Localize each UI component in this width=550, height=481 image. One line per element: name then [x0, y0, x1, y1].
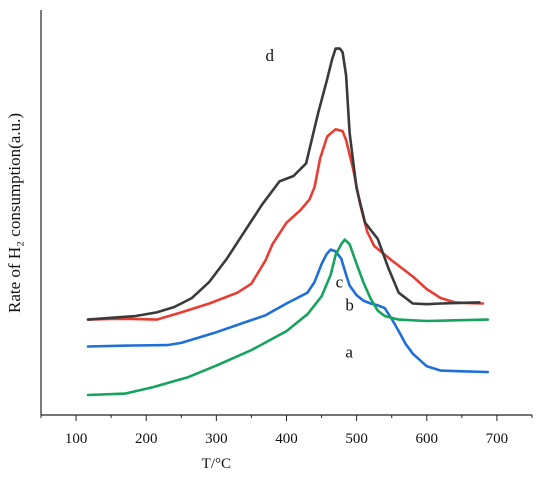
- series-line-a: [86, 248, 490, 374]
- x-tick-label: 500: [345, 431, 368, 447]
- x-tick-label: 200: [135, 431, 158, 447]
- series-labels: a bc d: [265, 46, 353, 361]
- x-axis-title: T/°C: [202, 456, 231, 472]
- series-line-b: [86, 238, 490, 397]
- x-tick-label: 600: [416, 431, 439, 447]
- series-label-b: b: [345, 296, 354, 315]
- series-line-d: [86, 47, 481, 321]
- x-ticks: 100 200 300 400 500 600 700: [40, 415, 533, 447]
- series-label-a: a: [345, 342, 353, 361]
- x-tick-label: 400: [275, 431, 298, 447]
- series-label-c: c: [336, 272, 344, 291]
- x-tick-label: 100: [65, 431, 88, 447]
- x-tick-label: 700: [486, 431, 509, 447]
- plot-lines: [86, 47, 490, 397]
- series-label-d: d: [265, 46, 274, 65]
- series-line-c: [86, 128, 485, 321]
- y-axis-title: Rate of H₂ consumption(a.u.): [5, 113, 24, 313]
- x-tick-label: 300: [205, 431, 228, 447]
